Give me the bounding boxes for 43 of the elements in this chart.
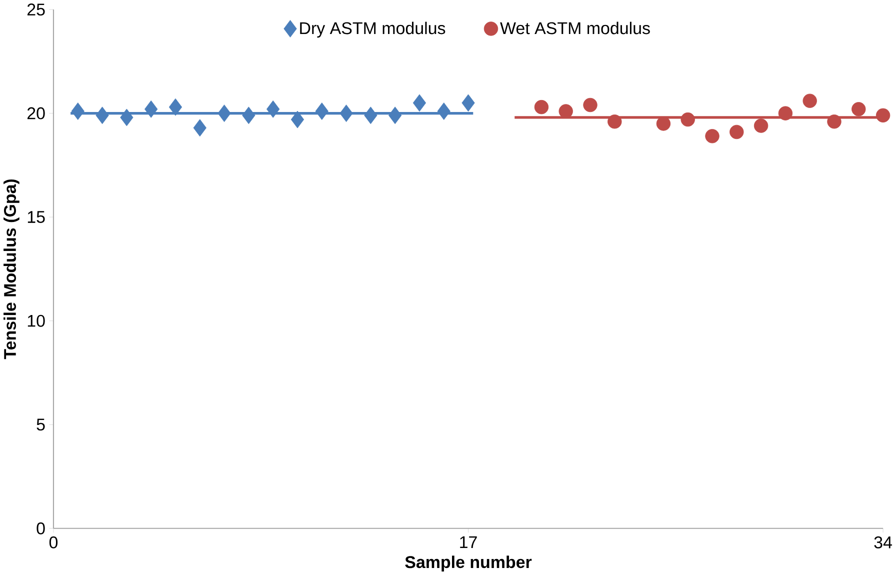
point	[656, 116, 671, 131]
point	[680, 112, 695, 127]
legend-label: Wet ASTM modulus	[500, 22, 650, 34]
y-tick-label: 10	[28, 314, 45, 327]
x-axis-title: Sample number	[405, 556, 532, 572]
x-tick-label: 34	[874, 536, 892, 548]
point	[705, 129, 720, 144]
point	[193, 119, 206, 137]
y-tick-label: 0	[36, 522, 45, 534]
point	[827, 114, 842, 129]
point	[754, 118, 768, 133]
point	[534, 100, 549, 114]
point	[437, 102, 450, 120]
point	[168, 98, 182, 116]
point	[802, 94, 817, 108]
point	[71, 102, 84, 120]
point	[608, 114, 622, 129]
y-tick-label: 20	[27, 107, 45, 120]
point	[583, 98, 598, 112]
y-tick-label: 5	[36, 418, 45, 431]
point	[290, 110, 304, 128]
point	[388, 106, 402, 124]
point	[778, 106, 793, 120]
point	[340, 104, 353, 122]
point	[144, 100, 158, 118]
y-axis-title: Tensile Modulus (Gpa)	[4, 179, 20, 360]
point	[120, 108, 134, 126]
point	[96, 106, 109, 124]
point	[412, 94, 426, 112]
y-tick-label: 25	[27, 4, 45, 16]
legend-label: Dry ASTM modulus	[300, 22, 446, 38]
point	[730, 124, 744, 140]
point	[852, 102, 866, 116]
point	[364, 106, 378, 124]
point	[266, 100, 280, 118]
point	[558, 104, 573, 118]
point	[462, 94, 475, 112]
x-tick-label: 17	[460, 536, 477, 548]
point	[315, 102, 328, 120]
x-tick-label: 0	[49, 536, 58, 548]
point	[242, 106, 256, 124]
y-tick-label: 15	[28, 211, 45, 223]
point	[218, 104, 231, 122]
